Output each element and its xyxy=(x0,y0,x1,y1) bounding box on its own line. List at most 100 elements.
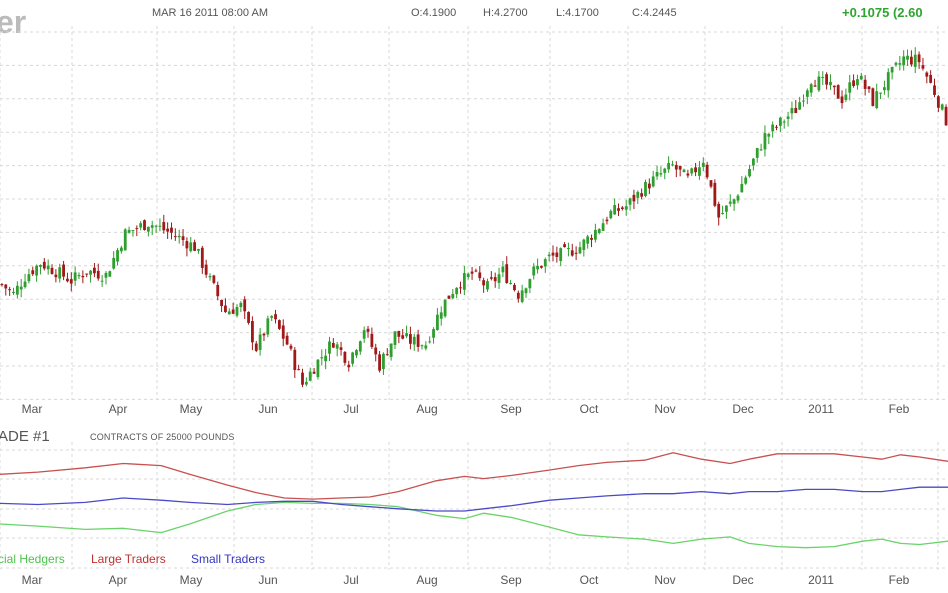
chart-title-fragment: er xyxy=(0,4,27,40)
candle-body xyxy=(647,183,651,189)
candle-body xyxy=(66,278,69,282)
candle-body xyxy=(501,266,505,273)
candle-body xyxy=(266,318,270,335)
candle-body xyxy=(146,226,150,232)
candle-body xyxy=(289,345,293,349)
candle-body xyxy=(274,314,277,320)
candle-body xyxy=(405,333,408,337)
candle-body xyxy=(528,279,532,289)
candle-body xyxy=(759,149,763,151)
candle-body xyxy=(96,270,100,279)
cot-chart[interactable]: Mar Apr May Jun Jul Aug Sep Oct Nov Dec 2011 Feb xyxy=(0,420,948,593)
candle-body xyxy=(886,72,890,91)
candle-body xyxy=(805,90,809,97)
candle-body xyxy=(308,371,312,381)
candle-body xyxy=(536,265,539,270)
candle-body xyxy=(12,291,15,294)
candle-body xyxy=(93,267,96,274)
candle-body xyxy=(794,107,798,114)
candle-body xyxy=(732,199,736,204)
candle-body xyxy=(725,205,728,212)
candle-body xyxy=(358,341,362,352)
candle-body xyxy=(909,56,913,65)
candle-body xyxy=(89,270,92,275)
candle-body xyxy=(690,168,694,174)
candle-body xyxy=(516,292,520,299)
candle-body xyxy=(108,271,112,277)
candle-body xyxy=(389,343,393,357)
candle-body xyxy=(77,275,81,277)
x-tick-label: Aug xyxy=(416,402,437,416)
candle-body xyxy=(143,220,146,231)
candle-body xyxy=(0,284,4,286)
candle-body xyxy=(578,247,582,254)
price-chart[interactable]: Mar Apr May Jun Jul Aug Sep Oct Nov Dec 2011 Feb xyxy=(0,0,948,420)
candle-body xyxy=(593,229,597,240)
candle-body xyxy=(786,116,790,119)
candle-body xyxy=(817,76,821,91)
legend-large-traders: Large Traders xyxy=(91,552,166,566)
candle-body xyxy=(324,355,328,362)
candle-body xyxy=(597,229,601,233)
candle-body xyxy=(235,306,239,316)
candle-body xyxy=(447,295,451,299)
candle-body xyxy=(208,276,212,278)
candle-body xyxy=(782,121,786,123)
low-readout: L:4.1700 xyxy=(556,7,599,19)
candle-body xyxy=(27,274,31,282)
x-tick-label: May xyxy=(180,573,203,587)
candle-body xyxy=(239,302,243,308)
x-tick-label: Jun xyxy=(258,402,277,416)
candle-body xyxy=(459,287,462,289)
candle-body xyxy=(489,277,493,279)
candle-body xyxy=(894,62,898,65)
candle-body xyxy=(667,162,671,170)
candle-body xyxy=(609,211,613,219)
candle-body xyxy=(632,194,636,202)
candle-body xyxy=(717,203,721,218)
candle-body xyxy=(351,352,355,364)
candle-body xyxy=(31,270,35,275)
candle-body xyxy=(771,124,775,132)
candle-body xyxy=(4,284,8,289)
candle-body xyxy=(304,381,308,385)
x-tick-label: Sep xyxy=(500,402,522,416)
candle-body xyxy=(736,195,740,201)
candle-body xyxy=(339,347,343,350)
candle-body xyxy=(917,54,921,63)
candle-body xyxy=(443,299,447,317)
candle-body xyxy=(166,228,170,232)
candle-body xyxy=(767,133,771,137)
candle-body xyxy=(69,279,73,284)
candle-body xyxy=(624,206,628,210)
candle-body xyxy=(451,293,455,299)
candle-body xyxy=(682,169,686,173)
candle-body xyxy=(335,344,339,349)
candle-body xyxy=(227,311,231,315)
candle-body xyxy=(355,350,358,356)
candle-body xyxy=(42,261,46,269)
x-tick-label: Sep xyxy=(500,573,522,587)
candle-body xyxy=(721,213,724,215)
candle-body xyxy=(540,266,543,268)
candle-body xyxy=(85,273,89,275)
candle-body xyxy=(929,74,933,83)
candle-body xyxy=(316,359,320,378)
candle-body xyxy=(62,264,65,277)
candle-body xyxy=(728,201,732,204)
candle-body xyxy=(936,96,940,108)
candle-body xyxy=(701,162,705,167)
high-readout: H:4.2700 xyxy=(483,7,528,19)
candle-body xyxy=(374,347,378,355)
candle-body xyxy=(385,354,389,356)
candle-body xyxy=(189,242,193,252)
candle-body xyxy=(200,247,204,268)
candle-body xyxy=(755,148,759,158)
x-tick-label: Jul xyxy=(343,573,358,587)
candle-body xyxy=(123,229,127,251)
candle-body xyxy=(617,208,620,211)
candle-body xyxy=(836,85,840,99)
series-line-small-traders xyxy=(0,486,948,512)
candle-body xyxy=(197,249,200,251)
candle-body xyxy=(281,325,285,339)
